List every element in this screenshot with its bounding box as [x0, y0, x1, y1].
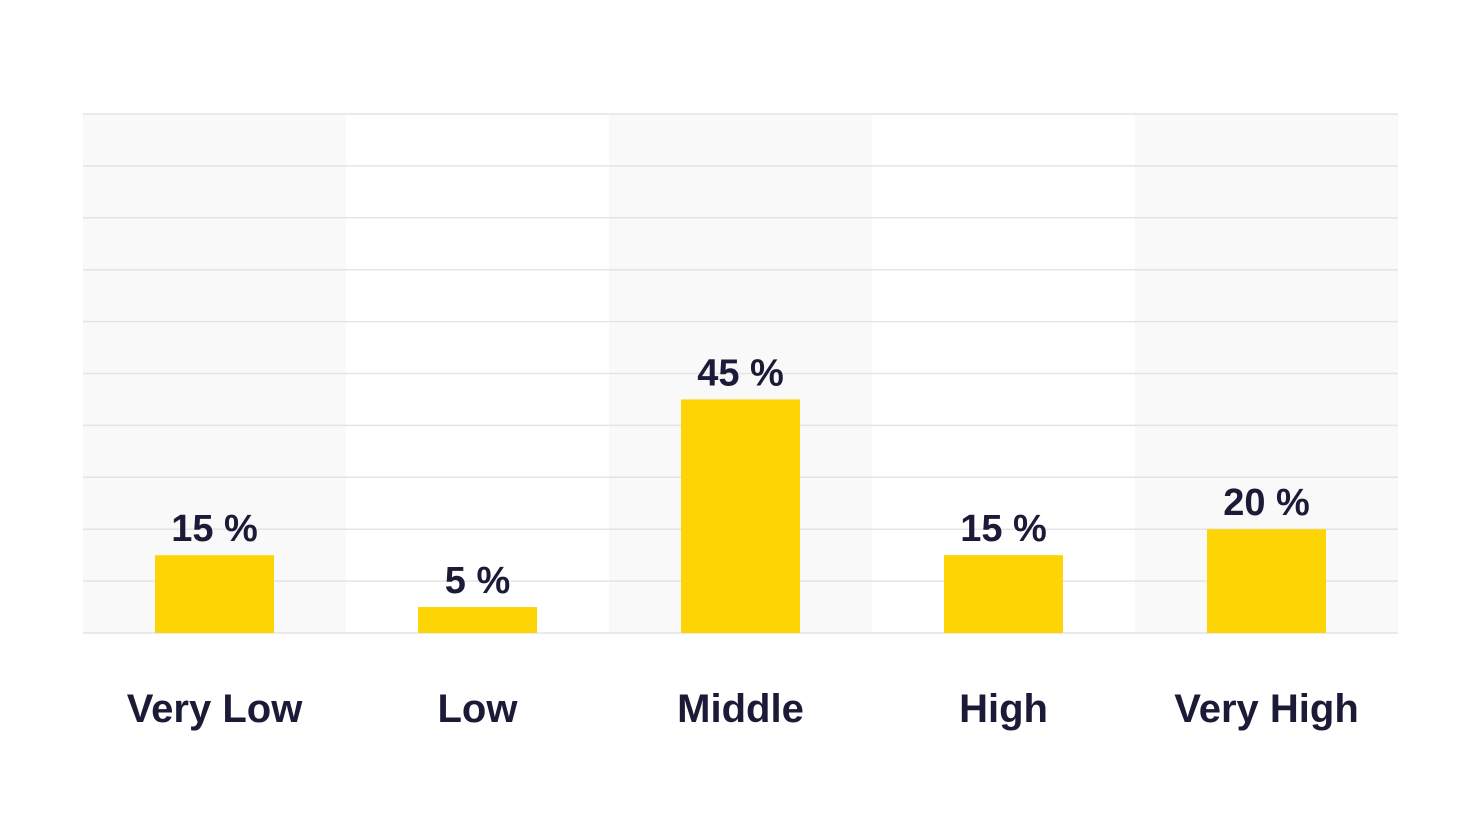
category-label: High — [959, 687, 1048, 731]
category-label: Very Low — [127, 687, 304, 731]
category-label: Very High — [1174, 687, 1359, 731]
bar — [681, 399, 800, 633]
bars — [155, 399, 1326, 633]
category-label: Middle — [677, 687, 804, 731]
bar — [418, 607, 537, 633]
bar — [1207, 529, 1326, 633]
value-label: 15 % — [960, 508, 1047, 550]
value-label: 20 % — [1223, 482, 1310, 524]
category-label: Low — [438, 687, 519, 731]
category-labels: Very Low Low Middle High Very High — [127, 687, 1359, 731]
value-label: 5 % — [445, 560, 510, 602]
bar — [944, 555, 1063, 633]
value-label: 15 % — [171, 508, 258, 550]
bar — [155, 555, 274, 633]
value-labels: 15 % 5 % 45 % 15 % 20 % — [171, 352, 1310, 602]
value-label: 45 % — [697, 352, 784, 394]
